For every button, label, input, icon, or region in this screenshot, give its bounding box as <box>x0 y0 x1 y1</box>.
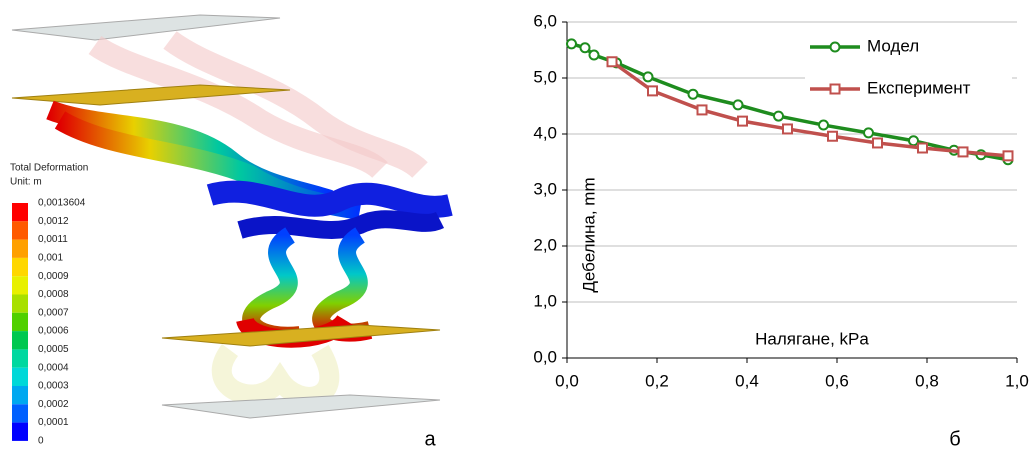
tube <box>237 210 445 239</box>
legend-swatch <box>12 276 28 295</box>
marker <box>827 130 838 142</box>
legend-swatch <box>12 239 28 258</box>
marker <box>642 71 654 83</box>
marker <box>773 110 784 122</box>
series-line <box>610 60 1009 158</box>
legend-unit: Unit: m <box>10 177 42 188</box>
legend-label: 0,0007 <box>38 307 69 318</box>
marker <box>829 41 841 53</box>
plate <box>161 324 441 347</box>
marker <box>579 42 591 54</box>
y-tick-label: 1,0 <box>533 291 557 310</box>
tube <box>312 227 373 342</box>
y-tick-label: 5,0 <box>533 67 557 86</box>
panel-label: а <box>424 428 436 450</box>
marker <box>829 83 841 95</box>
legend-title: Total Deformation <box>10 163 88 174</box>
legend-swatch <box>12 367 28 386</box>
y-tick-label: 3,0 <box>533 179 557 198</box>
legend-label: 0,0004 <box>38 362 69 373</box>
x-tick-label: 0,2 <box>645 371 669 390</box>
legend-label: 0,0002 <box>38 399 69 410</box>
legend-label: 0,0013604 <box>38 198 86 209</box>
x-tick-label: 0,4 <box>735 371 759 390</box>
marker <box>566 38 577 50</box>
x-tick-label: 0,6 <box>825 371 849 390</box>
legend-swatch <box>12 221 28 240</box>
plate <box>161 394 441 419</box>
tube-ghost <box>88 35 388 179</box>
plate <box>11 14 281 41</box>
legend-swatch <box>12 386 28 405</box>
marker <box>818 119 829 131</box>
tube-ghost <box>212 344 340 407</box>
marker <box>917 142 928 154</box>
legend-swatch <box>12 349 28 368</box>
legend-label: 0,0005 <box>38 344 69 355</box>
legend-swatch <box>12 404 28 423</box>
legend-box <box>805 30 1012 108</box>
legend-label: 0 <box>38 436 44 447</box>
y-tick-label: 2,0 <box>533 235 557 254</box>
legend-swatch <box>12 203 28 222</box>
simulation-image <box>11 14 453 419</box>
marker <box>732 99 744 111</box>
plate <box>11 84 291 106</box>
legend-swatch <box>12 257 28 277</box>
x-tick-label: 1,0 <box>1005 371 1029 390</box>
legend-label: 0,0006 <box>38 326 69 337</box>
marker <box>606 56 618 68</box>
marker <box>782 123 793 135</box>
legend-label: 0,001 <box>38 253 63 264</box>
marker <box>696 104 708 116</box>
legend-label: 0,0011 <box>38 234 68 245</box>
y-tick-label: 4,0 <box>533 123 557 142</box>
marker <box>588 49 600 61</box>
x-tick-label: 0,8 <box>915 371 939 390</box>
marker <box>872 137 883 149</box>
legend-label: 0,0008 <box>38 289 69 300</box>
legend-label: Експеримент <box>867 78 971 97</box>
legend-label: 0,0001 <box>38 417 69 428</box>
legend-swatch <box>12 294 28 313</box>
marker <box>863 127 874 139</box>
y-tick-label: 6,0 <box>533 11 557 30</box>
marker <box>647 85 658 97</box>
legend-swatch <box>12 331 28 350</box>
y-axis-label: Дебелина, mm <box>579 177 598 292</box>
marker <box>908 135 919 147</box>
marker <box>957 146 969 158</box>
marker <box>737 115 748 127</box>
legend-label: 0,0012 <box>38 216 69 227</box>
x-tick-label: 0,0 <box>555 371 579 390</box>
y-tick-label: 0,0 <box>533 347 557 366</box>
tube <box>206 180 453 218</box>
marker <box>687 88 699 100</box>
marker <box>1002 150 1014 162</box>
legend-swatch <box>12 422 28 441</box>
legend-label: Модел <box>867 36 919 55</box>
x-axis-label: Налягане, kPa <box>755 329 869 348</box>
legend-swatch <box>12 312 28 332</box>
legend-label: 0,0009 <box>38 271 69 282</box>
tube-ghost <box>163 31 428 179</box>
tube <box>242 227 302 345</box>
panel-label: б <box>949 428 960 450</box>
legend-label: 0,0003 <box>38 381 69 392</box>
